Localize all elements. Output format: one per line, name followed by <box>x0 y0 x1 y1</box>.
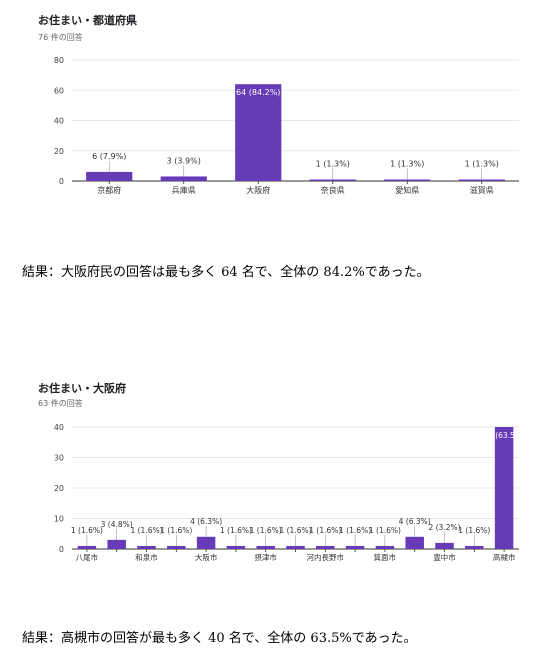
data-label: 64 (84.2%) <box>236 88 280 97</box>
bar <box>465 545 484 549</box>
bar <box>160 176 207 181</box>
data-label: 1 (1.6%) <box>220 526 252 535</box>
category-label: 八尾市 <box>76 552 99 562</box>
chart-title: お住まい・都道府県 <box>38 14 137 27</box>
category-label: 愛知県 <box>395 185 419 195</box>
data-label: 1 (1.3%) <box>465 159 499 168</box>
data-label: 1 (1.6%) <box>130 526 162 535</box>
data-label: 1 (1.3%) <box>390 159 424 168</box>
data-label: 4 (6.3%) <box>190 517 222 526</box>
bar <box>309 179 356 181</box>
data-label: 1 (1.6%) <box>339 526 371 535</box>
bar <box>226 545 246 549</box>
chart-block-prefecture: お住まい・都道府県 76 件の回答 0 20 40 60 80 6 (7.9%) 京都府 3 … <box>0 0 553 290</box>
data-label: 1 (1.6%) <box>71 526 103 535</box>
bar <box>137 545 156 549</box>
data-label: 1 (1.3%) <box>316 159 350 168</box>
y-tick-label: 20 <box>54 484 64 493</box>
data-label: 1 (1.6%) <box>279 526 311 535</box>
y-tick-label: 10 <box>54 515 64 524</box>
bar <box>196 536 216 549</box>
data-label: 1 (1.6%) <box>458 526 490 535</box>
y-tick-label: 20 <box>54 147 64 156</box>
data-label: 1 (1.6%) <box>250 526 282 535</box>
data-label: 4 (6.3%) <box>399 517 431 526</box>
data-label: 3 (3.9%) <box>167 156 201 165</box>
data-label: 1 (1.6%) <box>160 526 192 535</box>
bar <box>405 536 424 549</box>
bar <box>167 545 186 549</box>
bar <box>107 539 126 549</box>
chart-title: お住まい・大阪府 <box>38 382 126 395</box>
bar <box>86 171 133 181</box>
category-label: 滋賀県 <box>470 185 494 195</box>
result-text: 結果：高槻市の回答が最も多く 40 名で、全体の 63.5%であった。 <box>22 631 417 646</box>
bar <box>384 179 431 181</box>
chart-block-osaka: お住まい・大阪府 63 件の回答 0 10 20 30 40 1 (1.6%) 八尾市 3 (… <box>0 370 553 665</box>
y-tick-label: 0 <box>59 545 64 554</box>
bar <box>316 545 335 549</box>
bar <box>235 84 282 181</box>
data-label: 1 (1.6%) <box>309 526 341 535</box>
bar <box>77 545 97 549</box>
bar <box>256 545 275 549</box>
category-label: 京都府 <box>97 185 121 195</box>
bar <box>345 545 365 549</box>
response-count: 76 件の回答 <box>38 33 83 42</box>
data-label: 2 (3.2%) <box>428 523 460 532</box>
y-tick-label: 80 <box>54 56 64 65</box>
category-label: 奈良県 <box>321 185 345 195</box>
category-label: 摂津市 <box>254 552 277 562</box>
y-tick-label: 40 <box>54 117 64 126</box>
bar <box>494 427 514 549</box>
category-label: 和泉市 <box>135 552 158 562</box>
category-label: 兵庫県 <box>172 185 196 195</box>
category-label: 高槻市 <box>493 552 516 562</box>
bar <box>435 542 454 549</box>
category-label: 大阪市 <box>195 552 218 562</box>
y-tick-label: 30 <box>54 454 64 463</box>
data-label: 6 (7.9%) <box>92 152 126 161</box>
category-label: 箕面市 <box>374 552 397 562</box>
y-tick-label: 60 <box>54 86 64 95</box>
data-label: 1 (1.6%) <box>369 526 401 535</box>
response-count: 63 件の回答 <box>38 399 83 408</box>
bar <box>375 545 395 549</box>
result-text: 結果：大阪府民の回答は最も多く 64 名で、全体の 84.2%であった。 <box>22 265 430 280</box>
data-label: 40 (63.5%) <box>483 431 525 440</box>
category-label: 河内長野市 <box>307 552 345 562</box>
bar-chart-prefecture: 0 20 40 60 80 6 (7.9%) 京都府 3 (3.9%) 兵庫県 64 (84.2%… <box>54 56 519 195</box>
y-tick-label: 40 <box>54 423 64 432</box>
bar <box>458 179 505 181</box>
y-tick-label: 0 <box>59 177 64 186</box>
category-label: 豊中市 <box>433 552 456 562</box>
bar <box>286 545 305 549</box>
data-label: 3 (4.8%) <box>101 520 133 529</box>
category-label: 大阪府 <box>246 185 270 195</box>
